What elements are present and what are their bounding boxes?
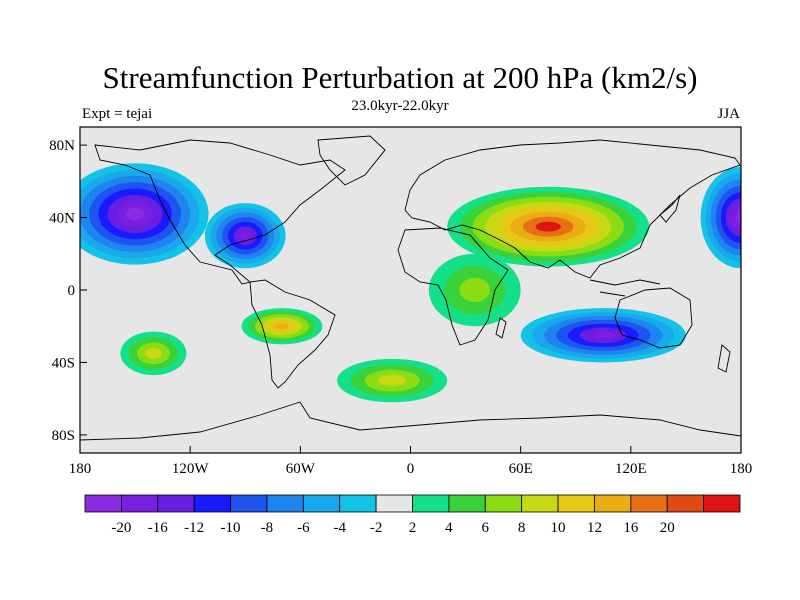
- coast-japan: [659, 194, 681, 223]
- colorbar-label: -6: [297, 520, 310, 536]
- north-pacific-low-contour: [125, 207, 145, 221]
- australia-low-contour: [591, 331, 616, 340]
- coast-new-zealand: [717, 344, 731, 373]
- colorbar-label: 10: [551, 520, 566, 536]
- colorbar-label: -20: [111, 520, 131, 536]
- south-america-high-contour: [275, 323, 289, 330]
- colorbar-swatch: [266, 494, 304, 513]
- colorbar-swatch: [557, 494, 595, 513]
- colorbar-swatch: [448, 494, 486, 513]
- colorbar-swatch: [193, 494, 231, 513]
- colorbar-swatch: [120, 494, 159, 513]
- colorbar-swatch: [84, 494, 122, 513]
- latitude-axis: 80N 40N 0 40S 80S: [49, 138, 87, 444]
- coast-greenland: [317, 135, 386, 186]
- colorbar-swatch: [703, 494, 741, 513]
- x-tick-label: 60E: [509, 461, 533, 477]
- colorbar-label: 2: [409, 520, 417, 536]
- colorbar-swatch: [521, 494, 559, 513]
- streamfunction-field: [80, 127, 741, 453]
- colorbar-swatch: [412, 494, 450, 513]
- x-tick-label: 120E: [615, 461, 647, 477]
- coast-indonesia: [589, 279, 661, 297]
- colorbar-label: 16: [623, 520, 639, 536]
- coast-eurasia: [404, 139, 741, 279]
- colorbar-label: 6: [482, 520, 490, 536]
- south-pacific-high-contour: [145, 347, 162, 359]
- coast-south-america: [249, 279, 336, 389]
- colorbar-label: -2: [370, 520, 383, 536]
- coast-africa: [397, 227, 509, 346]
- colorbar-label: -16: [148, 520, 168, 536]
- colorbar-label: -10: [221, 520, 241, 536]
- x-tick-label: 0: [407, 461, 415, 477]
- colorbar-swatch: [666, 494, 705, 513]
- coast-antarctica: [80, 401, 741, 441]
- dateline-low-contour: [735, 211, 741, 224]
- y-tick-label: 80S: [52, 428, 75, 444]
- colorbar-swatch: [630, 494, 668, 513]
- colorbar-swatch: [157, 494, 195, 513]
- chart-title: Streamfunction Perturbation at 200 hPa (…: [102, 60, 698, 95]
- colorbar-swatch: [230, 494, 268, 513]
- colorbar-label: -12: [184, 520, 204, 536]
- x-tick-label: 60W: [286, 461, 316, 477]
- coast-north-america: [94, 139, 346, 285]
- longitude-axis: 180 120W 60W 0 60E 120E 180: [69, 446, 753, 477]
- africa-high-contour: [459, 277, 491, 303]
- colorbar-swatch: [375, 494, 413, 513]
- y-tick-label: 40S: [52, 355, 75, 371]
- colorbar-swatch: [484, 494, 523, 513]
- asia-high-contour: [535, 221, 561, 232]
- north-america-low-contour: [239, 231, 252, 241]
- colorbar-swatch: [302, 494, 341, 513]
- colorbar-label: 4: [445, 520, 453, 536]
- colorbar-label: 8: [518, 520, 526, 536]
- colorbar-label: 12: [587, 520, 602, 536]
- south-atlantic-high-contour: [378, 375, 406, 386]
- x-tick-label: 120W: [172, 461, 210, 477]
- colorbar-label: -4: [333, 520, 346, 536]
- colorbar: -20 -16 -12 -10 -8 -6 -4 -2 2 4 6 8 10 12 16 20: [84, 494, 741, 536]
- chart-subtitle: 23.0kyr-22.0kyr: [351, 98, 449, 114]
- x-tick-label: 180: [730, 461, 753, 477]
- experiment-label: Expt = tejai: [82, 106, 153, 122]
- colorbar-swatch: [339, 494, 377, 513]
- coast-australia: [614, 287, 693, 349]
- x-tick-label: 180: [69, 461, 92, 477]
- coast-madagascar: [495, 317, 507, 339]
- colorbar-swatch: [594, 494, 632, 513]
- y-tick-label: 40N: [49, 211, 75, 227]
- y-tick-label: 0: [68, 283, 76, 299]
- colorbar-label: -8: [261, 520, 274, 536]
- colorbar-label: 20: [660, 520, 675, 536]
- y-tick-label: 80N: [49, 138, 75, 154]
- season-label: JJA: [717, 106, 740, 122]
- coastlines: [80, 135, 741, 441]
